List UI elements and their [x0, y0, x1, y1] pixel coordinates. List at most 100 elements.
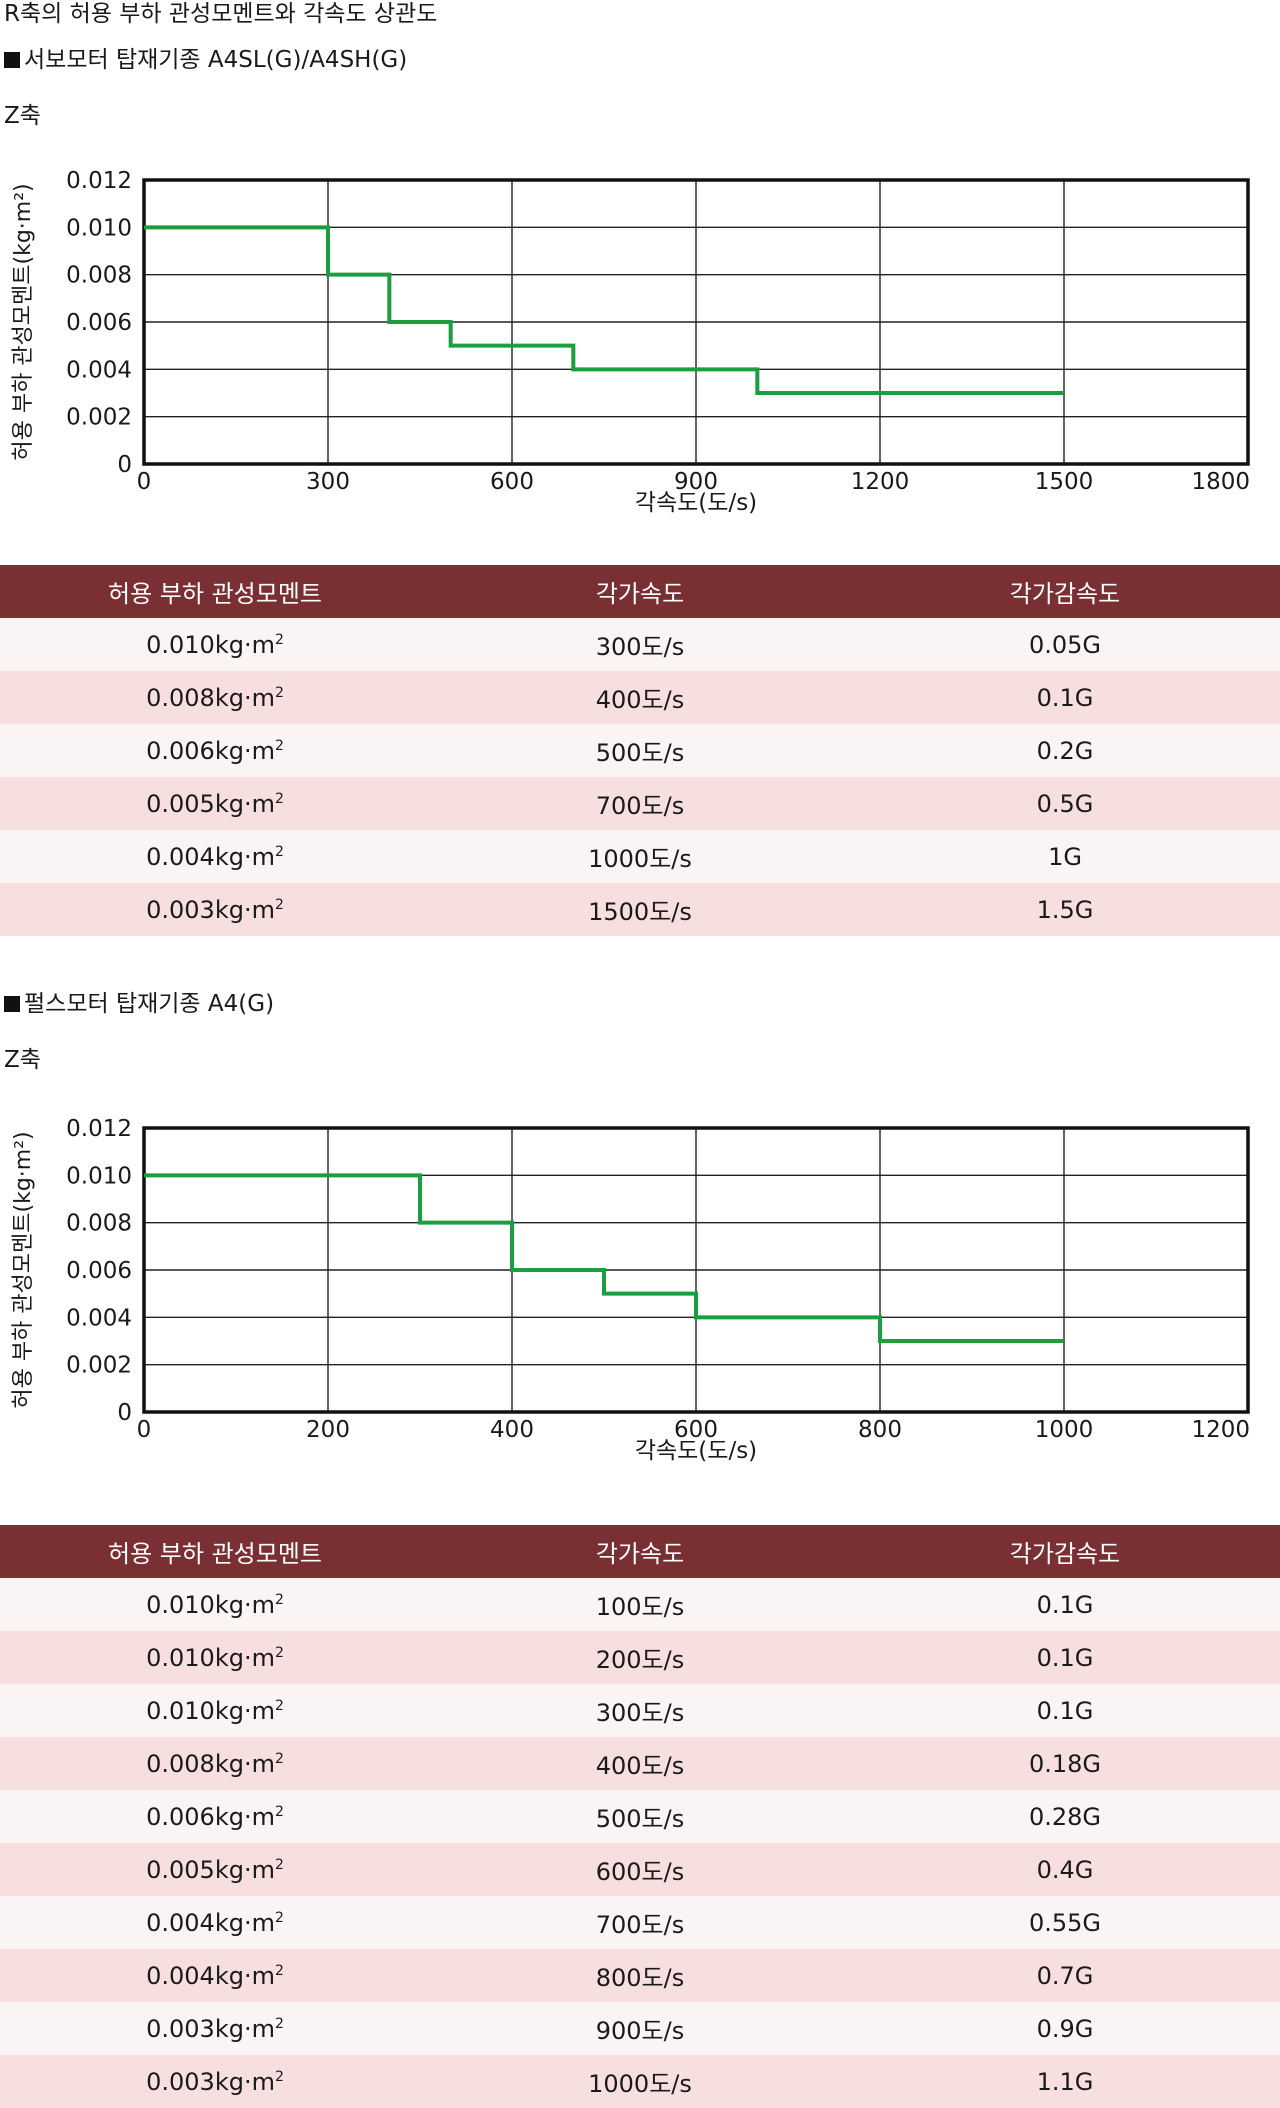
series-line-step [144, 225, 1064, 395]
chart-servo: 0 0.002 0.004 0.006 0.008 0.010 0.012 0 300 600 90… [0, 166, 1280, 526]
axis-name-label-2: Z축 [4, 1047, 41, 1073]
x-axis-label: 각속도(도/s) [635, 490, 757, 516]
cell-angular-deceleration: 0.2G [850, 724, 1280, 777]
axis-name-label-1: Z축 [4, 103, 41, 129]
x-tick-label: 1200 [1191, 1417, 1250, 1443]
chart-pulse-svg: 0 0.002 0.004 0.006 0.008 0.010 0.012 0 200 400 60… [11, 1116, 1250, 1464]
table-header-cell: 각가속도 [430, 1525, 850, 1578]
table-header-row: 허용 부하 관성모멘트 각가속도 각가감속도 [0, 565, 1280, 618]
table-row: 0.004kg·m2 800도/s 0.7G [0, 1949, 1280, 2002]
plot-frame [142, 178, 1250, 466]
cell-inertia-moment: 0.005kg·m2 [0, 1843, 430, 1896]
y-tick-label: 0.006 [66, 1258, 132, 1284]
table-row: 0.008kg·m2 400도/s 0.18G [0, 1737, 1280, 1790]
y-tick-label: 0 [117, 452, 132, 478]
y-tick-label: 0.010 [66, 1163, 132, 1189]
cell-inertia-moment: 0.003kg·m2 [0, 2002, 430, 2055]
table-row: 0.003kg·m2 900도/s 0.9G [0, 2002, 1280, 2055]
cell-angular-deceleration: 1.1G [850, 2055, 1280, 2108]
x-tick-label: 1800 [1191, 469, 1250, 495]
cell-angular-deceleration: 0.1G [850, 1578, 1280, 1631]
table-header-cell: 각가속도 [430, 565, 850, 618]
chart-servo-svg: 0 0.002 0.004 0.006 0.008 0.010 0.012 0 300 600 90… [11, 168, 1250, 516]
x-tick-label: 0 [137, 469, 152, 495]
cell-inertia-moment: 0.008kg·m2 [0, 671, 430, 724]
cell-angular-acceleration: 1000도/s [430, 2055, 850, 2108]
table-header-cell: 허용 부하 관성모멘트 [0, 1525, 430, 1578]
table-row: 0.004kg·m2 1000도/s 1G [0, 830, 1280, 883]
cell-inertia-moment: 0.003kg·m2 [0, 883, 430, 936]
cell-angular-acceleration: 200도/s [430, 1631, 850, 1684]
cell-inertia-moment: 0.010kg·m2 [0, 1631, 430, 1684]
section-title-servo-text: 서보모터 탑재기종 A4SL(G)/A4SH(G) [24, 47, 408, 73]
y-tick-label: 0.002 [66, 405, 132, 431]
cell-angular-acceleration: 600도/s [430, 1843, 850, 1896]
y-tick-label: 0.012 [66, 1116, 132, 1142]
y-axis-label: 허용 부하 관성모멘트(kg·m²) [11, 183, 36, 460]
x-tick-label: 900 [674, 469, 718, 495]
y-tick-label: 0.004 [66, 1305, 132, 1331]
x-tick-label: 0 [137, 1417, 152, 1443]
table-row: 0.008kg·m2 400도/s 0.1G [0, 671, 1280, 724]
cell-angular-deceleration: 1.5G [850, 883, 1280, 936]
x-tick-label: 1500 [1035, 469, 1094, 495]
table-row: 0.006kg·m2 500도/s 0.2G [0, 724, 1280, 777]
cell-angular-acceleration: 400도/s [430, 1737, 850, 1790]
cell-angular-acceleration: 700도/s [430, 1896, 850, 1949]
table-header-cell: 허용 부하 관성모멘트 [0, 565, 430, 618]
y-tick-label: 0.012 [66, 168, 132, 194]
x-tick-label: 300 [306, 469, 350, 495]
x-tick-label: 600 [674, 1417, 718, 1443]
cell-angular-deceleration: 0.7G [850, 1949, 1280, 2002]
y-tick-label: 0.006 [66, 310, 132, 336]
table-pulse: 허용 부하 관성모멘트 각가속도 각가감속도 0.010kg·m2 100도/s 0.1… [0, 1525, 1280, 2108]
table-row: 0.005kg·m2 700도/s 0.5G [0, 777, 1280, 830]
cell-angular-deceleration: 0.55G [850, 1896, 1280, 1949]
y-tick-label: 0.010 [66, 215, 132, 241]
section-title-pulse-text: 펄스모터 탑재기종 A4(G) [24, 991, 275, 1017]
cell-angular-acceleration: 800도/s [430, 1949, 850, 2002]
plot-frame [142, 1126, 1250, 1414]
x-tick-label: 200 [306, 1417, 350, 1443]
x-tick-label: 1000 [1035, 1417, 1094, 1443]
cell-inertia-moment: 0.004kg·m2 [0, 1949, 430, 2002]
cell-angular-acceleration: 1000도/s [430, 830, 850, 883]
y-tick-label: 0 [117, 1400, 132, 1426]
x-axis-label: 각속도(도/s) [635, 1438, 757, 1464]
cell-angular-acceleration: 300도/s [430, 618, 850, 671]
cell-angular-acceleration: 400도/s [430, 671, 850, 724]
cell-inertia-moment: 0.003kg·m2 [0, 2055, 430, 2108]
table-row: 0.003kg·m2 1000도/s 1.1G [0, 2055, 1280, 2108]
y-tick-label: 0.002 [66, 1353, 132, 1379]
x-tick-label: 400 [490, 1417, 534, 1443]
table-header-row: 허용 부하 관성모멘트 각가속도 각가감속도 [0, 1525, 1280, 1578]
cell-angular-deceleration: 1G [850, 830, 1280, 883]
square-bullet-icon [4, 996, 20, 1012]
cell-inertia-moment: 0.004kg·m2 [0, 1896, 430, 1949]
section-title-pulse: 펄스모터 탑재기종 A4(G) [4, 990, 274, 1018]
table-header-cell: 각가감속도 [850, 1525, 1280, 1578]
chart-pulse: 0 0.002 0.004 0.006 0.008 0.010 0.012 0 200 400 60… [0, 1114, 1280, 1474]
cell-angular-acceleration: 700도/s [430, 777, 850, 830]
cell-angular-deceleration: 0.9G [850, 2002, 1280, 2055]
cell-angular-acceleration: 300도/s [430, 1684, 850, 1737]
cell-inertia-moment: 0.006kg·m2 [0, 1790, 430, 1843]
table-row: 0.010kg·m2 200도/s 0.1G [0, 1631, 1280, 1684]
table-row: 0.006kg·m2 500도/s 0.28G [0, 1790, 1280, 1843]
page-title: R축의 허용 부하 관성모멘트와 각속도 상관도 [4, 1, 438, 27]
square-bullet-icon [4, 52, 20, 68]
cell-angular-acceleration: 1500도/s [430, 883, 850, 936]
cell-angular-deceleration: 0.1G [850, 1684, 1280, 1737]
table-row: 0.010kg·m2 300도/s 0.1G [0, 1684, 1280, 1737]
table-row: 0.004kg·m2 700도/s 0.55G [0, 1896, 1280, 1949]
cell-angular-deceleration: 0.18G [850, 1737, 1280, 1790]
cell-inertia-moment: 0.005kg·m2 [0, 777, 430, 830]
table-row: 0.005kg·m2 600도/s 0.4G [0, 1843, 1280, 1896]
cell-inertia-moment: 0.010kg·m2 [0, 618, 430, 671]
cell-inertia-moment: 0.006kg·m2 [0, 724, 430, 777]
table-row: 0.010kg·m2 100도/s 0.1G [0, 1578, 1280, 1631]
y-tick-label: 0.004 [66, 357, 132, 383]
cell-angular-acceleration: 900도/s [430, 2002, 850, 2055]
x-tick-label: 800 [858, 1417, 902, 1443]
cell-angular-deceleration: 0.1G [850, 671, 1280, 724]
